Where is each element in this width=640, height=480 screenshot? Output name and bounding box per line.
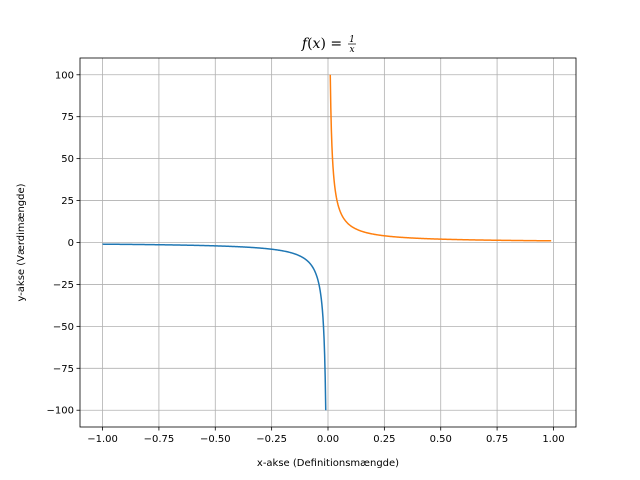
y-tick-label: 25 [61, 196, 74, 207]
chart-title: f(x) = [301, 36, 342, 52]
x-tick-label: −0.25 [256, 434, 287, 445]
y-tick-label: −50 [53, 322, 74, 333]
x-tick-label: −0.50 [200, 434, 231, 445]
y-tick-label: 75 [61, 112, 74, 123]
x-tick-label: −1.00 [87, 434, 118, 445]
series-lines [102, 74, 552, 411]
title-frac-numerator: 1 [349, 35, 355, 45]
x-tick-label: 0.75 [486, 434, 508, 445]
y-tick-label: 50 [61, 154, 74, 165]
x-axis-label: x-akse (Definitionsmængde) [257, 458, 399, 469]
x-ticks: −1.00 −0.75 −0.50 −0.25 0.00 0.25 0.50 0.75 1.00 [87, 427, 565, 445]
y-tick-label: −100 [47, 406, 74, 417]
x-tick-label: 0.00 [317, 434, 339, 445]
y-tick-label: 100 [55, 70, 74, 81]
x-tick-label: 0.50 [430, 434, 452, 445]
grid [80, 58, 576, 427]
series-line-2 [329, 74, 552, 242]
title-equals: = [330, 36, 342, 52]
title-func: f [301, 36, 310, 52]
y-ticks: −100 −75 −50 −25 0 25 50 75 100 [47, 70, 80, 417]
x-tick-label: 0.25 [373, 434, 395, 445]
y-tick-label: −25 [53, 280, 74, 291]
x-tick-label: −0.75 [144, 434, 175, 445]
title-arg: x [313, 36, 321, 52]
y-tick-label: 0 [68, 238, 74, 249]
y-axis-label: y-akse (Værdimængde) [16, 183, 27, 301]
x-tick-label: 1.00 [542, 434, 564, 445]
title-frac-denominator: x [349, 45, 354, 55]
series-line-1 [102, 243, 327, 411]
y-tick-label: −75 [53, 364, 74, 375]
